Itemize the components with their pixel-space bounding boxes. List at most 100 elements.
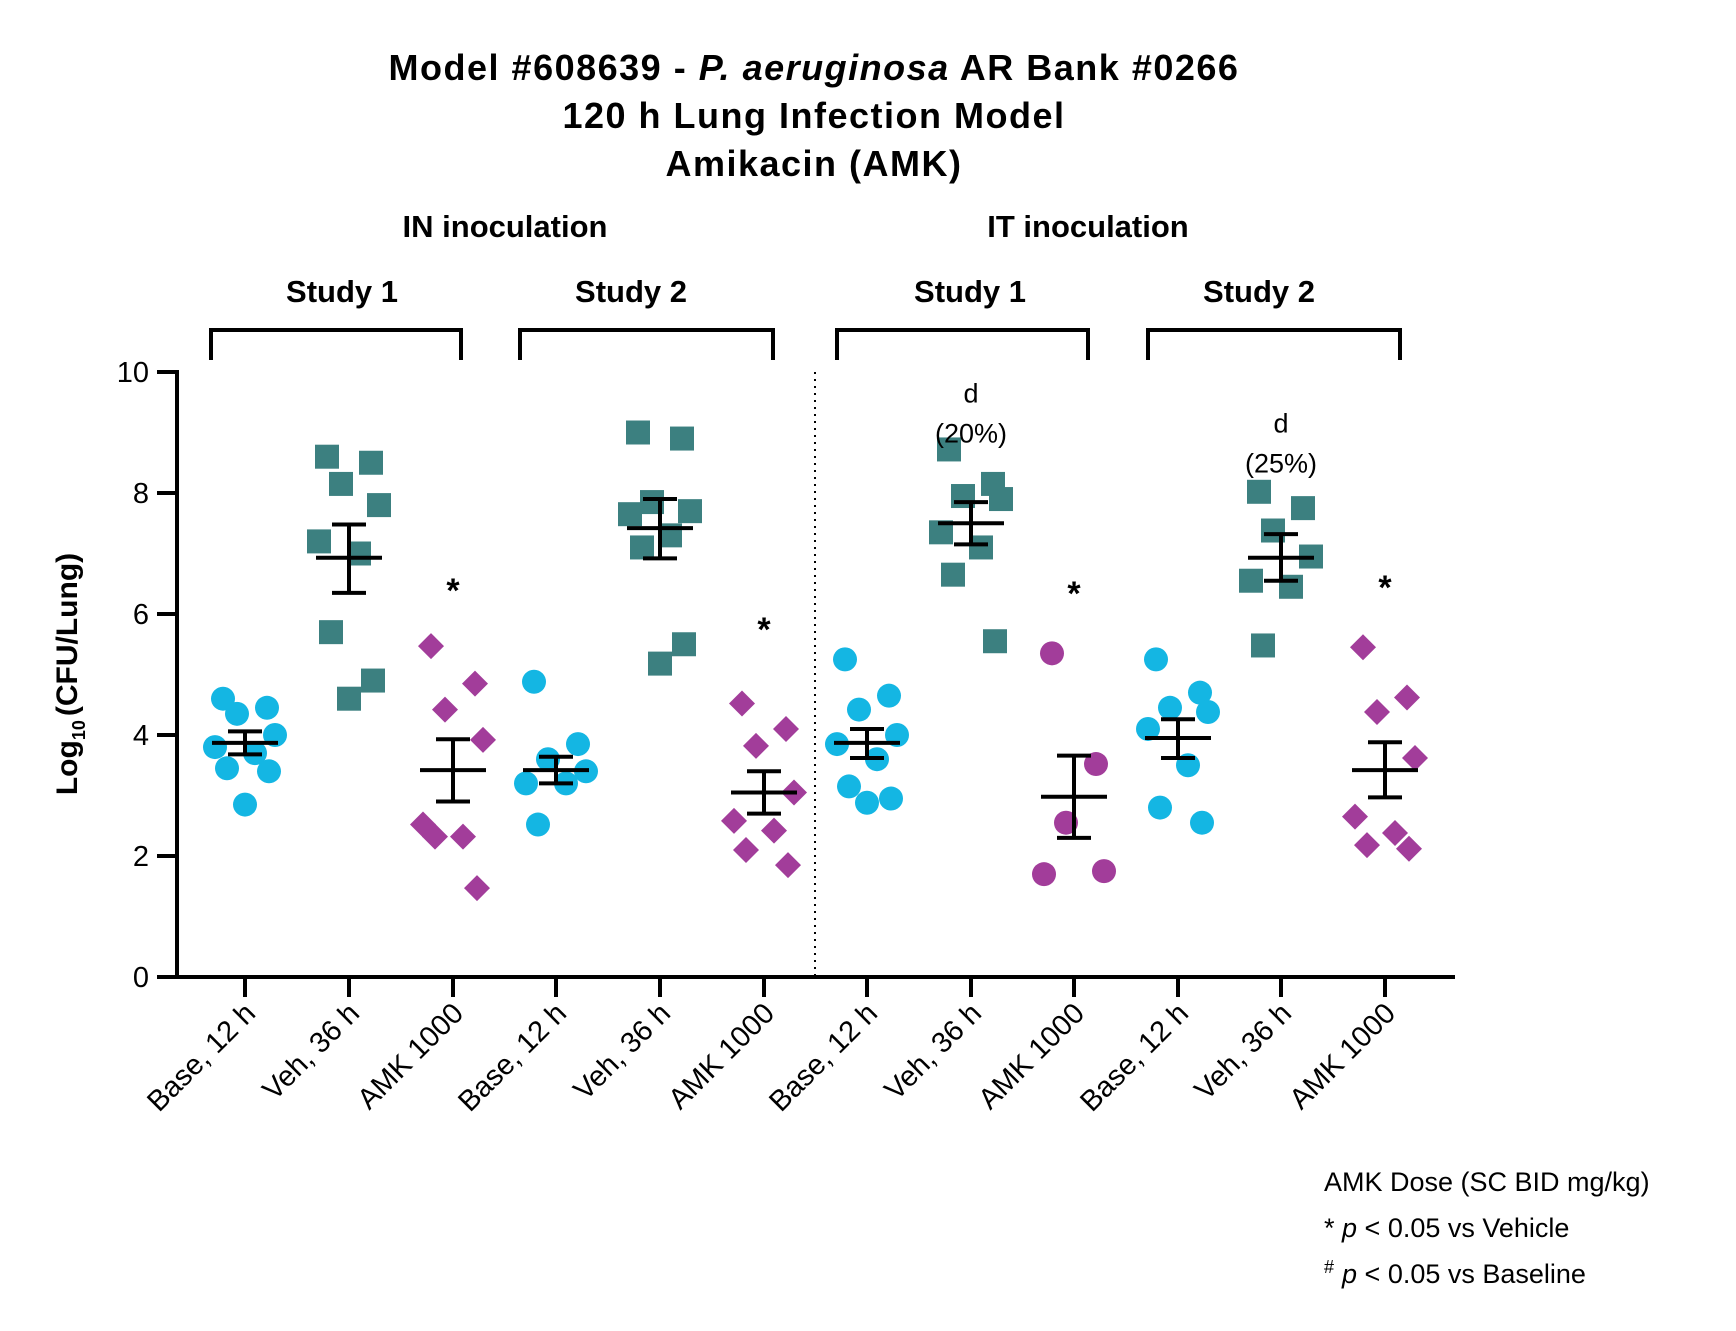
data-point [329, 471, 353, 496]
data-point [462, 670, 488, 697]
study-label: Study 1 [286, 274, 398, 309]
data-point [1148, 795, 1172, 820]
data-point [1394, 684, 1420, 711]
data-point [937, 437, 961, 462]
data-point [1188, 680, 1212, 705]
data-point [721, 807, 747, 834]
x-tick-label: Veh, 36 h [568, 997, 677, 1106]
y-tick-label: 8 [133, 478, 149, 510]
data-point [233, 792, 257, 817]
data-point [526, 812, 550, 837]
y-tick-label: 10 [117, 357, 149, 389]
y-tick-label: 4 [133, 720, 149, 752]
data-point [1136, 716, 1160, 741]
data-point [1350, 634, 1376, 661]
data-point [833, 647, 857, 672]
footnote: AMK Dose (SC BID mg/kg) [1324, 1167, 1650, 1197]
y-axis-label: Log10 (CFU/Lung) [51, 553, 89, 795]
data-point [630, 535, 654, 560]
data-point [1291, 496, 1315, 521]
data-point [432, 696, 458, 723]
data-point [522, 669, 546, 694]
data-point [359, 450, 383, 475]
data-point [618, 502, 642, 527]
data-point [470, 726, 496, 753]
data-point [418, 633, 444, 660]
significance-star: * [757, 611, 771, 649]
data-point [361, 668, 385, 693]
data-point [1382, 820, 1408, 847]
data-point [1364, 699, 1390, 726]
data-point [255, 695, 279, 720]
data-point [203, 735, 227, 760]
annotation-label: d [963, 378, 978, 408]
x-tick-label: AMK 1000 [352, 997, 470, 1115]
annotation-label: (20%) [935, 418, 1007, 448]
study-bracket [209, 328, 463, 360]
footnote-text: < 0.05 vs Vehicle [1357, 1213, 1569, 1243]
annotations: * * d (20%) * d (25%) * [446, 378, 1392, 649]
data-point [1144, 647, 1168, 672]
data-point [855, 790, 879, 815]
footnote-text: AMK Dose (SC BID mg/kg) [1324, 1167, 1650, 1197]
data-point [422, 823, 448, 850]
data-point [1402, 744, 1428, 771]
data-point [1354, 832, 1380, 859]
x-tick-label: Base, 12 h [452, 997, 573, 1118]
chart-titles: Model #608639 - P. aeruginosa AR Bank #0… [389, 47, 1240, 184]
x-tick-label: Veh, 36 h [879, 997, 988, 1106]
x-tick-label: AMK 1000 [663, 997, 781, 1115]
data-point [773, 715, 799, 742]
chart-subtitle: 120 h Lung Infection Model [562, 95, 1065, 136]
study-bracket [1146, 328, 1402, 360]
data-point [837, 774, 861, 799]
data-point [983, 629, 1007, 654]
annotation-label: (25%) [1245, 449, 1317, 479]
chart-title: Model #608639 - P. aeruginosa AR Bank #0… [389, 47, 1240, 88]
data-point [1084, 752, 1108, 777]
x-tick-label: AMK 1000 [973, 997, 1091, 1115]
footnote: # p < 0.05 vs Baseline [1324, 1257, 1586, 1289]
data-point [1158, 695, 1182, 720]
data-point [733, 836, 759, 863]
data-point [877, 683, 901, 708]
data-point [464, 875, 490, 902]
chart-title-part: Model #608639 - [389, 47, 699, 88]
annotation-label: d [1273, 409, 1288, 439]
study-bracket [835, 328, 1090, 360]
y-tick-label: 0 [133, 962, 149, 994]
data-point [1196, 700, 1220, 725]
data-point [215, 756, 239, 781]
footnote-text: < 0.05 vs Baseline [1357, 1259, 1586, 1289]
x-tick-label: Base, 12 h [1074, 997, 1195, 1118]
data-point [626, 420, 650, 445]
data-marks [203, 420, 1428, 902]
y-tick-label: 2 [133, 841, 149, 873]
study-label: Study 2 [575, 274, 687, 309]
x-tick-label: Veh, 36 h [1189, 997, 1298, 1106]
data-point [367, 493, 391, 518]
y-axis-label-unit: (CFU/Lung) [51, 553, 84, 716]
significance-star: * [1378, 569, 1392, 607]
chart-subtitle: Amikacin (AMK) [665, 143, 962, 184]
footnote-prefix: # [1324, 1257, 1334, 1277]
data-point [566, 732, 590, 757]
data-point [315, 444, 339, 469]
x-tick-label: AMK 1000 [1284, 997, 1402, 1115]
data-point [514, 771, 538, 796]
data-point [319, 620, 343, 645]
footnotes: AMK Dose (SC BID mg/kg) * p < 0.05 vs Veh… [1324, 1167, 1650, 1289]
data-point [211, 686, 235, 711]
study-bracket [518, 328, 775, 360]
study-label: Study 2 [1203, 274, 1315, 309]
y-tick-label: 6 [133, 599, 149, 631]
data-point [941, 562, 965, 587]
y-axis-label-sub: 10 [69, 720, 89, 740]
significance-star: * [446, 572, 460, 610]
data-point [1342, 803, 1368, 830]
x-tick-label: Veh, 36 h [257, 997, 366, 1106]
x-tick-label: Base, 12 h [141, 997, 262, 1118]
footnote-italic: p [1341, 1259, 1357, 1289]
data-point [1040, 641, 1064, 666]
